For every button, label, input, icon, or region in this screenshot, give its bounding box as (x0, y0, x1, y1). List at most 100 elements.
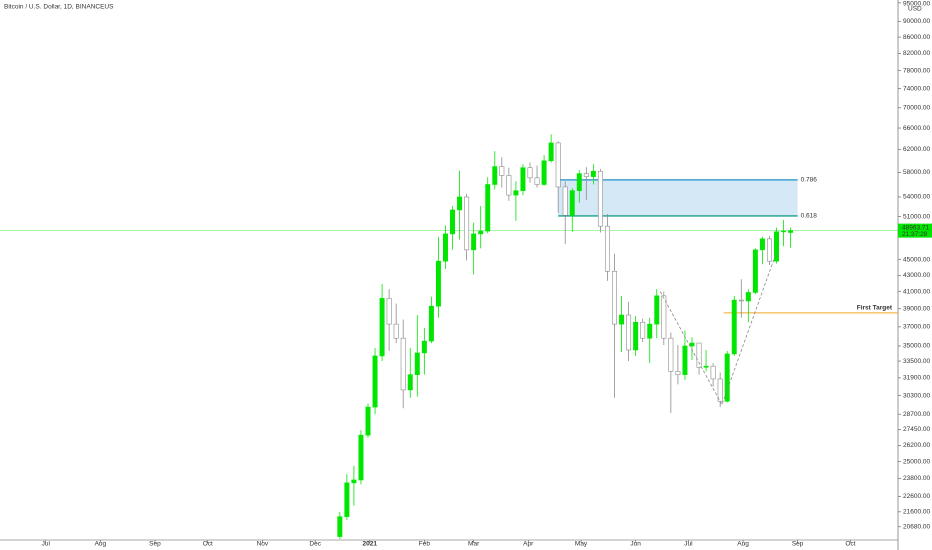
x-tick-label: Sep (792, 541, 804, 548)
y-tick-label: 33500.00 (903, 358, 930, 365)
candle-body (781, 230, 787, 233)
candle-body (358, 434, 364, 481)
candle-body (492, 166, 498, 185)
y-tick-label: 20680.00 (903, 524, 930, 531)
candle-body (457, 196, 463, 211)
candle-body (731, 299, 737, 355)
candle-body (647, 323, 653, 339)
pattern-line (659, 251, 777, 406)
candle-body (576, 173, 582, 191)
fib-level-label: 0.786 (801, 177, 818, 184)
candle-body (710, 365, 716, 380)
candle-body (555, 142, 561, 188)
candle-body (583, 173, 589, 177)
chart-title: Bitcoin / U.S. Dollar, 1D, BINANCEUS (4, 4, 114, 11)
candle-body (604, 225, 610, 272)
x-tick-label: Jul (42, 541, 51, 548)
x-tick-label: Apr (523, 541, 534, 548)
fib-zone (558, 179, 798, 216)
y-tick-label: 70000.00 (903, 105, 930, 112)
candle-body (499, 166, 505, 176)
y-tick-label: 30300.00 (903, 392, 930, 399)
candle-body (752, 249, 758, 293)
candle-body (428, 305, 434, 342)
candle-body (365, 406, 371, 436)
y-tick-label: 78000.00 (903, 67, 930, 74)
candle-body (703, 365, 709, 368)
candle-body (527, 167, 533, 179)
candle-body (668, 337, 674, 372)
candle-body (682, 345, 688, 375)
y-tick-label: 27450.00 (903, 426, 930, 433)
candle-body (626, 314, 632, 351)
candle-body (393, 323, 399, 339)
candle-body (478, 230, 484, 235)
candle-body (597, 170, 603, 227)
candle-body (471, 233, 477, 251)
y-tick-label: 74000.00 (903, 85, 930, 92)
last-price-label: 48963.71 (902, 224, 929, 231)
candle-body (414, 352, 420, 375)
candle-body (717, 378, 723, 402)
candle-body (407, 374, 413, 391)
candle-body (351, 479, 357, 484)
candle-body (696, 342, 702, 368)
countdown-label: 21:37:28 (902, 231, 928, 238)
y-tick-label: 22600.00 (903, 493, 930, 500)
x-tick-label: Jun (630, 541, 641, 548)
y-tick-label: 45000.00 (903, 256, 930, 263)
candle-body (738, 299, 744, 302)
candle-body (421, 340, 427, 354)
x-tick-label: Feb (419, 541, 431, 548)
x-tick-label: Jul (684, 541, 693, 548)
y-tick-label: 31900.00 (903, 375, 930, 382)
x-tick-label: 2021 (363, 541, 378, 548)
currency-label: USD (908, 6, 922, 13)
y-tick-label: 21600.00 (903, 509, 930, 516)
candle-body (506, 175, 512, 196)
x-tick-label: Oct (845, 541, 855, 548)
x-tick-label: Aug (95, 541, 107, 548)
candle-body (619, 314, 625, 325)
y-tick-label: 43000.00 (903, 272, 930, 279)
x-tick-label: Oct (203, 541, 213, 548)
candle-body (774, 231, 779, 262)
candle-body (386, 298, 392, 325)
candle-body (569, 190, 575, 216)
candle-body (654, 295, 660, 325)
candle-body (520, 167, 526, 191)
last-price-badge (898, 223, 932, 238)
candle-body (534, 177, 540, 185)
y-tick-label: 26200.00 (903, 442, 930, 449)
y-tick-label: 35000.00 (903, 343, 930, 350)
y-tick-label: 82000.00 (903, 50, 930, 57)
candle-body (590, 170, 596, 177)
y-tick-label: 54000.00 (903, 194, 930, 201)
candle-body (661, 295, 667, 339)
y-tick-label: 37000.00 (903, 324, 930, 331)
candle-body (562, 186, 568, 216)
candle-body (759, 238, 765, 251)
y-tick-label: 51000.00 (903, 213, 930, 220)
y-tick-label: 58000.00 (903, 169, 930, 176)
y-tick-label: 41000.00 (903, 288, 930, 295)
y-tick-label: 62000.00 (903, 146, 930, 153)
y-tick-label: 90000.00 (903, 18, 930, 25)
candle-body (788, 230, 794, 233)
candle-body (485, 184, 491, 232)
candle-body (675, 371, 681, 375)
candle-body (745, 292, 751, 302)
candle-body (724, 353, 730, 402)
y-tick-label: 86000.00 (903, 34, 930, 41)
candle-body (379, 298, 385, 357)
candle-body (640, 321, 646, 339)
candle-body (337, 516, 343, 537)
candle-body (612, 270, 617, 325)
y-tick-label: 23800.00 (903, 475, 930, 482)
x-tick-label: Dec (309, 541, 321, 548)
candle-body (372, 355, 378, 408)
x-tick-label: Mar (468, 541, 480, 548)
candle-body (633, 321, 639, 351)
